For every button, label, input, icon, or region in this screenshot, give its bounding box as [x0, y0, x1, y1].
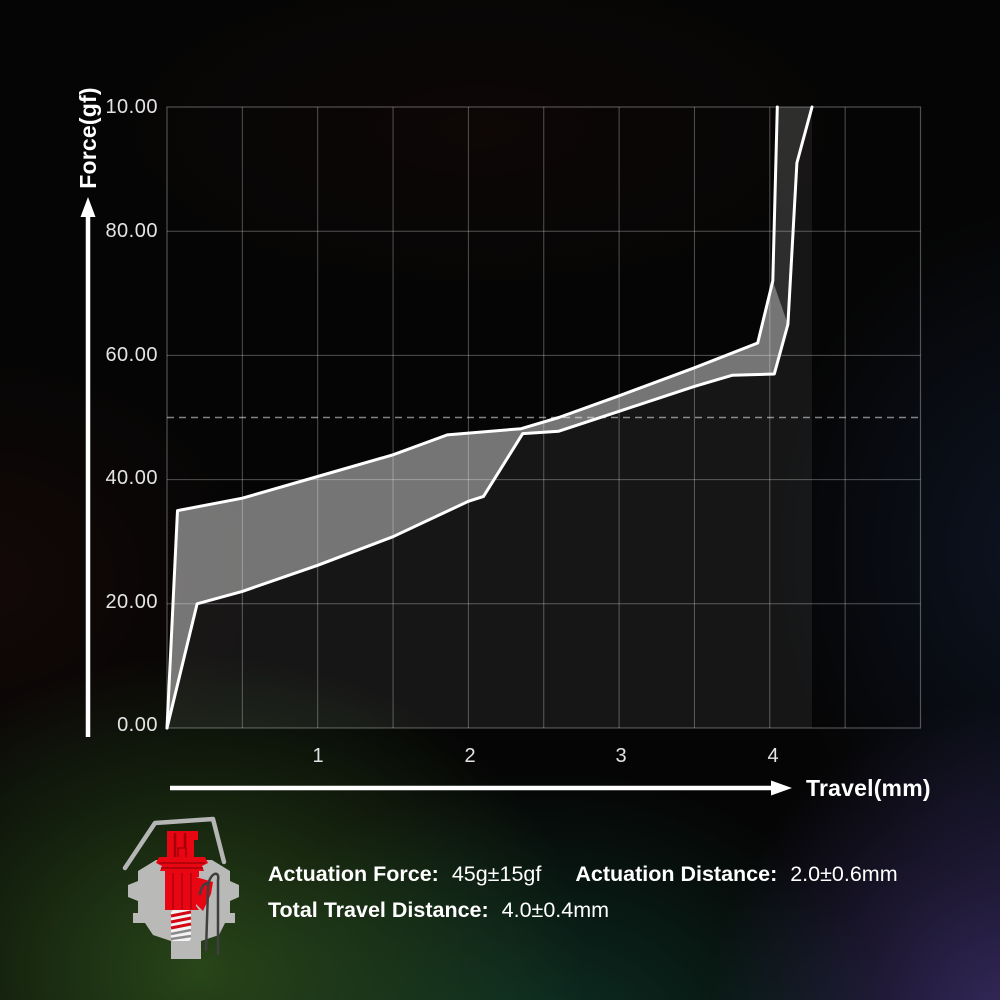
y-tick-60: 60.00: [105, 344, 158, 366]
spring-coil: [170, 910, 192, 918]
actuation-distance-value: 2.0±0.6mm: [790, 862, 898, 886]
total-travel-distance: Total Travel Distance: 4.0±0.4mm: [268, 898, 609, 923]
y-tick-20: 20.00: [105, 591, 158, 613]
actuation-force-label: Actuation Force:: [268, 862, 439, 886]
y-axis-title: Force(gf): [75, 87, 101, 189]
total-travel-label: Total Travel Distance:: [268, 898, 489, 922]
caption-line-2: Total Travel Distance: 4.0±0.4mm: [268, 898, 609, 923]
x-axis-title: Travel(mm): [806, 775, 931, 801]
y-tick-0: 0.00: [117, 714, 158, 736]
spring-coil: [170, 934, 192, 941]
y-tick-100: 10.00: [105, 96, 158, 118]
actuation-force-value: 45g±15gf: [451, 862, 542, 886]
force-band-spike-fill: [772, 107, 812, 325]
switch-top-cover-line: [122, 816, 227, 871]
spring-coil: [170, 928, 192, 936]
total-travel-value: 4.0±0.4mm: [501, 898, 610, 922]
x-tick-3: 3: [615, 745, 627, 767]
force-band-fill: [167, 280, 788, 728]
min-force-curve: [165, 105, 814, 730]
switch-contact-wire: [206, 872, 220, 956]
switch-contact-wire: [198, 882, 210, 952]
y-tick-40: 40.00: [105, 467, 158, 489]
actuation-distance: Actuation Distance: 2.0±0.6mm: [575, 862, 897, 887]
plot-border: [166, 106, 922, 729]
actuation-distance-label: Actuation Distance:: [575, 862, 778, 886]
switch-cross-section-icon: [122, 816, 239, 959]
x-tick-4: 4: [767, 745, 779, 767]
actuation-force: Actuation Force: 45g±15gf: [268, 862, 541, 887]
under-curve-fill: [167, 107, 812, 728]
x-axis-arrow-head: [771, 780, 792, 796]
switch-stem-flange: [156, 857, 208, 871]
caption-line-1: Actuation Force: 45g±15gf Actuation Dist…: [268, 862, 898, 887]
y-tick-80: 80.00: [105, 220, 158, 242]
max-force-curve: [165, 105, 779, 730]
x-tick-2: 2: [464, 745, 476, 767]
spring-coil: [170, 922, 192, 930]
spring-coil: [170, 916, 192, 924]
x-tick-1: 1: [312, 745, 324, 767]
